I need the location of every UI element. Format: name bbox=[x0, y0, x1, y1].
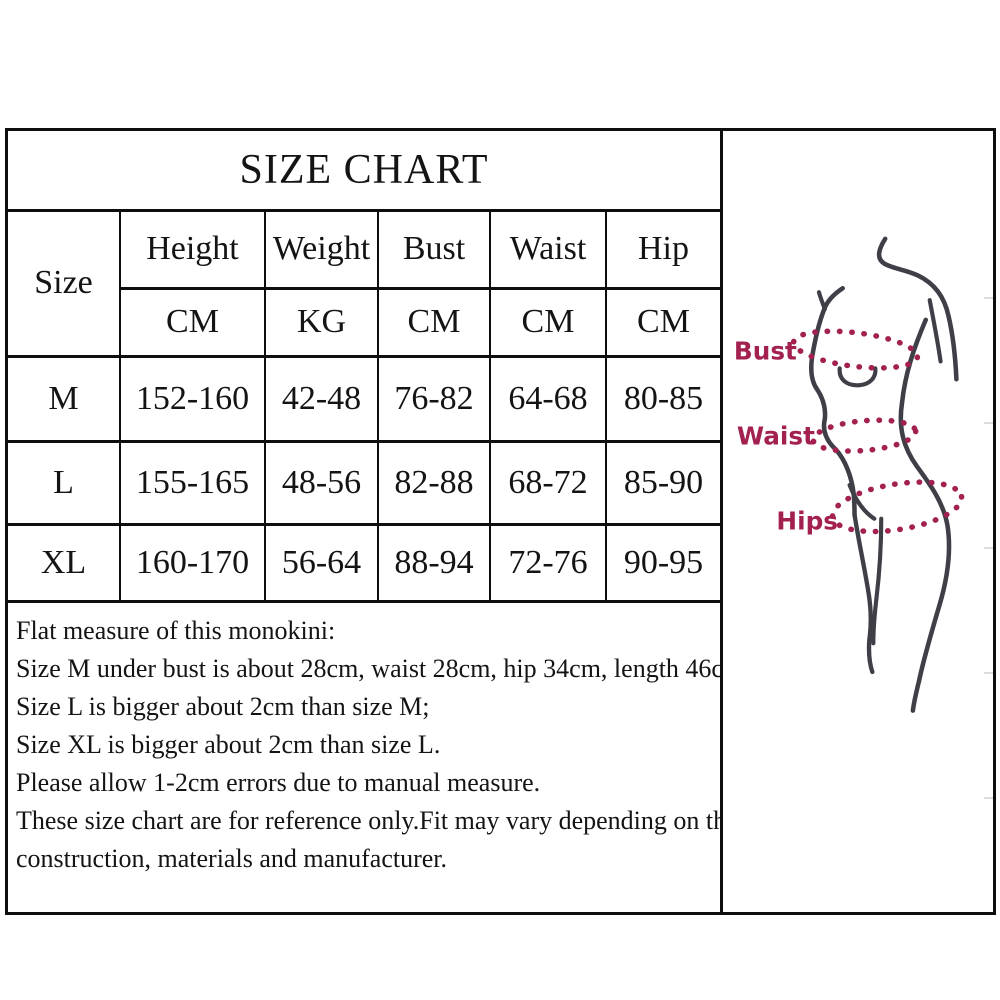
cell-m-weight: 42-48 bbox=[264, 354, 379, 443]
size-chart-sheet: SIZE CHART Size Height Weight Bust Waist… bbox=[5, 128, 996, 915]
note-line: Size M under bust is about 28cm, waist 2… bbox=[16, 653, 720, 683]
note-line: Please allow 1-2cm errors due to manual … bbox=[16, 767, 541, 797]
gridline-artifact bbox=[984, 547, 993, 549]
cell-l-weight: 48-56 bbox=[264, 439, 379, 526]
cell-l-hip: 85-90 bbox=[605, 439, 720, 526]
waist-label: Waist bbox=[737, 422, 815, 451]
cell-l-bust: 82-88 bbox=[377, 439, 491, 526]
cell-xl-waist: 72-76 bbox=[489, 522, 607, 603]
size-chart-left-pane: SIZE CHART Size Height Weight Bust Waist… bbox=[8, 131, 720, 912]
cell-m-hip: 80-85 bbox=[605, 354, 720, 443]
column-header-bust: Bust bbox=[377, 212, 491, 290]
cell-l-height: 155-165 bbox=[119, 439, 266, 526]
cell-xl-bust: 88-94 bbox=[377, 522, 491, 603]
cell-xl-hip: 90-95 bbox=[605, 522, 720, 603]
note-line: Size XL is bigger about 2cm than size L. bbox=[16, 729, 441, 759]
cell-xl-size: XL bbox=[8, 522, 121, 603]
unit-hip: CM bbox=[605, 286, 720, 358]
size-table: Size Height Weight Bust Waist Hip CM KG … bbox=[8, 212, 720, 603]
table-row-m: M 152-160 42-48 76-82 64-68 80-85 bbox=[8, 354, 720, 443]
gridline-artifact bbox=[984, 672, 993, 674]
unit-height: CM bbox=[120, 286, 266, 358]
inner-leg-line bbox=[871, 516, 884, 646]
column-header-waist: Waist bbox=[489, 212, 607, 290]
column-header-height: Height bbox=[119, 212, 266, 290]
bust-measure-dots bbox=[790, 328, 921, 371]
column-header-weight: Weight bbox=[264, 212, 379, 290]
page-title: SIZE CHART bbox=[8, 131, 720, 212]
cell-m-size: M bbox=[8, 354, 121, 443]
neck-shoulder-arm-line bbox=[876, 236, 959, 382]
note-line: These size chart are for reference only.… bbox=[16, 805, 720, 835]
header-row-units: CM KG CM CM CM bbox=[8, 286, 720, 358]
note-line: Size L is bigger about 2cm than size M; bbox=[16, 691, 430, 721]
gridline-artifact bbox=[984, 797, 993, 799]
cell-l-waist: 68-72 bbox=[489, 439, 607, 526]
arm-front-line bbox=[927, 298, 943, 364]
hip-crease-line bbox=[847, 482, 877, 521]
unit-bust: CM bbox=[377, 286, 491, 358]
table-row-xl: XL 160-170 56-64 88-94 72-76 90-95 bbox=[8, 522, 720, 603]
cell-xl-height: 160-170 bbox=[119, 522, 266, 603]
measure-notes: Flat measure of this monokini: Size M un… bbox=[8, 603, 720, 913]
column-header-size: Size bbox=[8, 212, 121, 358]
cell-l-size: L bbox=[8, 439, 121, 526]
hips-label: Hips bbox=[776, 507, 838, 536]
cell-xl-weight: 56-64 bbox=[264, 522, 379, 603]
front-leg-line bbox=[852, 512, 875, 675]
gridline-artifact bbox=[984, 297, 993, 299]
back-contour-line bbox=[898, 317, 952, 713]
cell-m-bust: 76-82 bbox=[377, 354, 491, 443]
gridline-artifact bbox=[984, 422, 993, 424]
column-header-hip: Hip bbox=[605, 212, 720, 290]
breast-line bbox=[837, 366, 878, 388]
note-line: construction, materials and manufacturer… bbox=[16, 843, 448, 873]
cell-m-height: 152-160 bbox=[119, 354, 266, 443]
body-outline-figure: Bust Waist Hips bbox=[734, 236, 965, 713]
waist-measure-dots bbox=[810, 417, 919, 454]
cell-m-waist: 64-68 bbox=[489, 354, 607, 443]
table-row-l: L 155-165 48-56 82-88 68-72 85-90 bbox=[8, 439, 720, 526]
unit-waist: CM bbox=[489, 286, 607, 358]
note-line: Flat measure of this monokini: bbox=[16, 615, 336, 645]
header-row-measures: Size Height Weight Bust Waist Hip bbox=[8, 212, 720, 358]
hips-measure-dots bbox=[829, 479, 965, 535]
left-contour-line bbox=[808, 285, 857, 518]
unit-weight: KG bbox=[264, 286, 379, 358]
bust-label: Bust bbox=[734, 336, 797, 365]
figure-panel: Bust Waist Hips bbox=[720, 131, 993, 912]
